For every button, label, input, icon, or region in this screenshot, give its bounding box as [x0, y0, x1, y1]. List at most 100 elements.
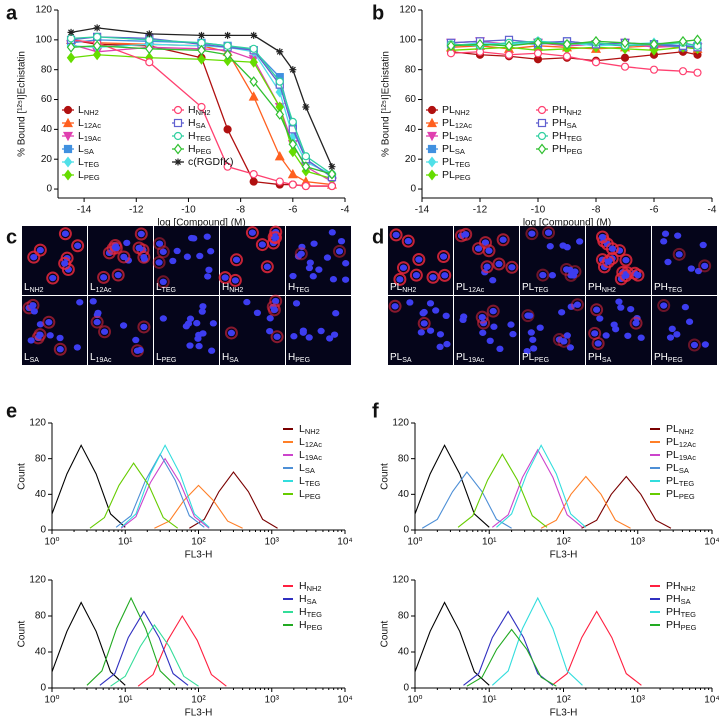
cell-nucleus [558, 309, 566, 316]
series-line [450, 40, 698, 47]
data-point [249, 56, 258, 68]
cell-nucleus [173, 247, 181, 255]
cell-nucleus [94, 309, 102, 317]
legend-name: c(RGDfK) [188, 156, 234, 168]
cell-membrane [396, 261, 410, 275]
cell-nucleus [596, 315, 604, 322]
cell-membrane [90, 315, 104, 329]
cell-nucleus [45, 319, 53, 326]
legend-entry: PLNH2 [650, 423, 694, 436]
series [120, 444, 210, 528]
label-base: L [90, 352, 96, 363]
data-point [288, 138, 298, 150]
legend-name: L [299, 475, 305, 487]
cell-membrane [229, 253, 243, 267]
cell-nucleus [273, 333, 281, 340]
data-point [678, 67, 688, 76]
legend-sub: TEG [681, 610, 697, 619]
y-tick-label: 80 [398, 453, 410, 464]
cell-nucleus [499, 236, 507, 243]
cell-membrane [480, 260, 494, 274]
cell-nucleus [526, 312, 534, 319]
legend-entry: PL12Ac [650, 436, 696, 449]
x-tick-label: 10⁴ [704, 537, 719, 548]
cell-nucleus [298, 243, 306, 251]
cell-nucleus [323, 254, 332, 261]
cell-nucleus [685, 318, 694, 325]
data-point [287, 168, 298, 179]
cell-membrane [27, 250, 41, 264]
series-line [51, 601, 126, 686]
legend-label: HSA [188, 117, 206, 130]
cell-membrane [46, 271, 60, 285]
x-tick-label: 10² [556, 537, 571, 548]
legend-sub: TEG [196, 134, 212, 143]
x-tick-label: 10³ [265, 537, 280, 548]
series [466, 628, 557, 687]
data-point [475, 38, 485, 50]
legend-name: H [188, 143, 196, 155]
data-point [327, 168, 337, 180]
cell-nucleus [155, 240, 164, 247]
cell-nucleus [559, 242, 567, 249]
data-point [67, 28, 75, 36]
data-point [446, 40, 456, 52]
y-axis-label: % Bound [¹²⁵I]Echistatin [381, 51, 392, 157]
series [581, 475, 672, 529]
micrograph: HNH2 [218, 225, 285, 295]
cell-membrane [33, 243, 47, 257]
legend-label: L12Ac [78, 117, 101, 130]
data-point [275, 177, 284, 186]
y-tick-label: 0 [46, 184, 52, 195]
cell-nucleus [310, 240, 318, 247]
cell-membrane [672, 247, 686, 261]
micrograph-label: PLPEG [522, 352, 549, 364]
cell-membrane [33, 328, 47, 342]
cell-nucleus [342, 276, 350, 283]
cell-nucleus [462, 231, 470, 238]
cell-nucleus [140, 323, 148, 331]
data-point [533, 49, 543, 58]
legend-label: LSA [78, 143, 94, 156]
cell-membrane [58, 227, 72, 241]
series [66, 40, 337, 180]
cell-nucleus [159, 315, 167, 322]
legend-entry: PHNH2 [650, 580, 696, 593]
micrograph-label: L19Ac [90, 352, 112, 364]
micrograph: PLPEG [520, 296, 585, 365]
label-base: PH [654, 282, 668, 293]
series [86, 596, 176, 686]
y-tick-label: 100 [35, 34, 52, 45]
y-tick-label: 120 [392, 575, 409, 586]
cell-nucleus [566, 344, 574, 351]
cell-nucleus [30, 253, 38, 261]
cell-membrane [267, 303, 281, 317]
x-tick-label: -12 [129, 205, 144, 216]
data-point [198, 31, 205, 39]
legend-name: L [78, 104, 84, 116]
cell-nucleus [632, 319, 640, 327]
legend-name: PL [442, 156, 455, 168]
cell-membrane [412, 253, 426, 267]
micrograph: PHPEG [652, 296, 717, 365]
series [110, 624, 199, 687]
legend-sub: 19Ac [679, 453, 696, 462]
x-axis-label: log [Compound] (M) [523, 218, 611, 229]
series-line [450, 40, 698, 48]
cell-membrane [601, 255, 615, 269]
series [189, 471, 278, 529]
cell-nucleus [199, 330, 207, 337]
series-line [70, 36, 333, 178]
series [457, 453, 548, 528]
micrograph: PL12Ac [454, 226, 519, 295]
x-tick-label: 10³ [631, 537, 646, 548]
cell-nucleus [563, 332, 571, 339]
micrograph-label: HPEG [288, 352, 310, 364]
cell-nucleus [441, 272, 449, 279]
cell-nucleus [604, 258, 612, 265]
legend-name: H [188, 117, 196, 129]
label-base: H [288, 352, 295, 363]
y-tick-label: 40 [41, 124, 53, 135]
legend-name: PL [442, 117, 455, 129]
cell-nucleus [258, 241, 266, 248]
